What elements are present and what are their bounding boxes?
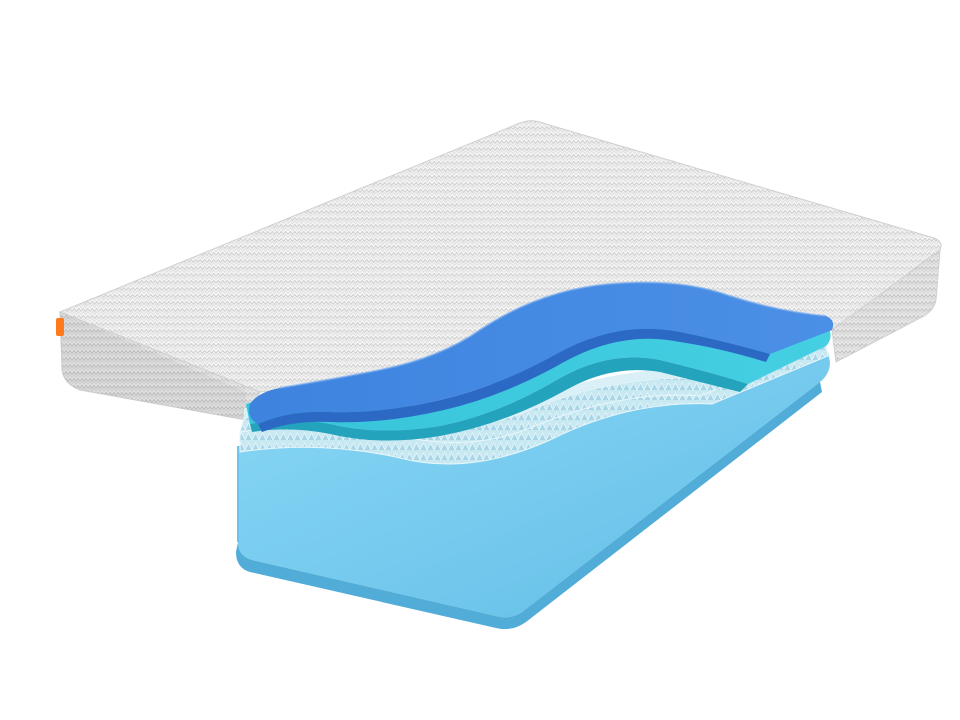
comfort-foam-layer	[246, 326, 831, 441]
top-foam-layer	[249, 281, 834, 432]
label-tag	[56, 318, 64, 336]
base-foam-layer	[236, 352, 830, 630]
